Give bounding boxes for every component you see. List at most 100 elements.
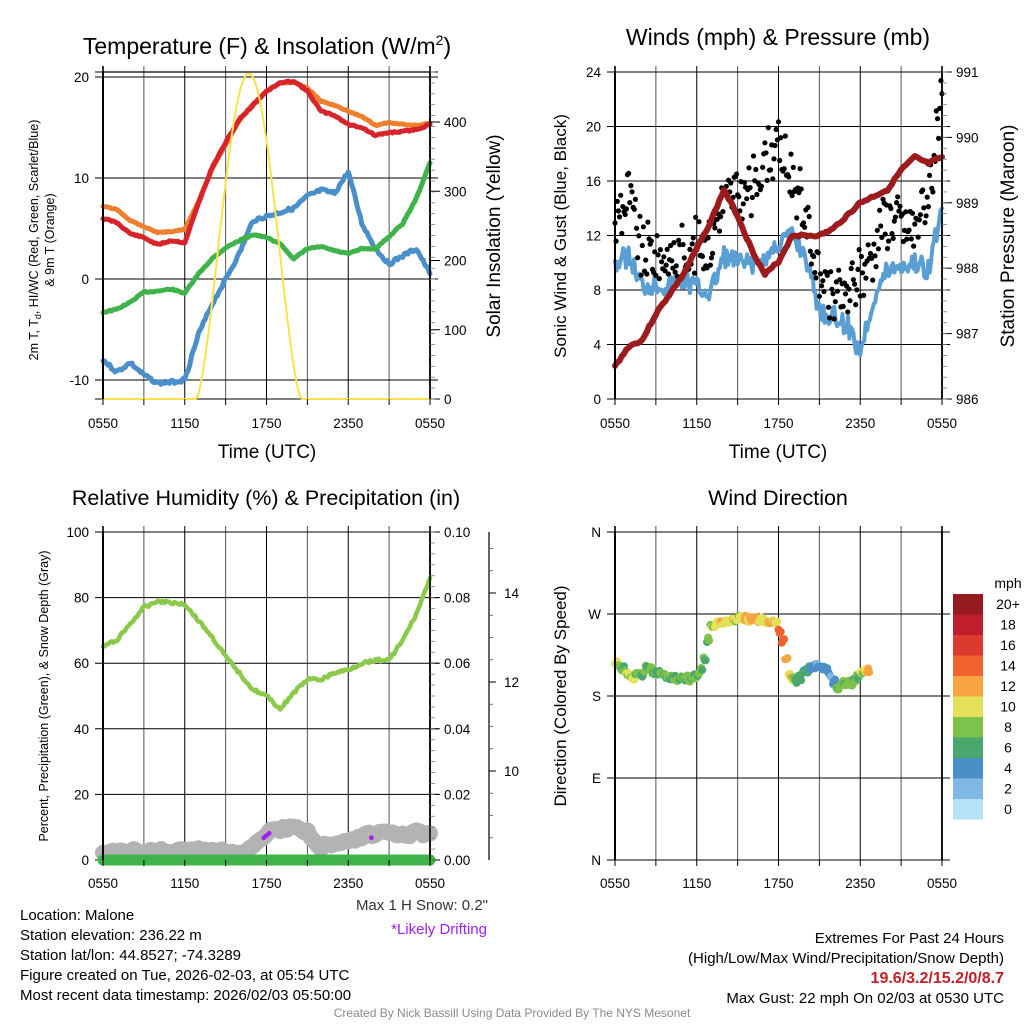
y-tick-label: 20: [74, 70, 89, 85]
created-text: Figure created on Tue, 2026-02-03, at 05…: [20, 967, 350, 984]
gust-point: [921, 205, 927, 211]
x-tick-label: 0550: [415, 876, 445, 891]
gust-point: [661, 254, 667, 260]
x-tick-label: 1150: [682, 876, 711, 891]
gust-point: [850, 277, 857, 283]
two-m-temp-line: [100, 78, 433, 247]
temperature-title: Temperature (F) & Insolation (W/m2): [83, 32, 451, 59]
gust-point: [934, 116, 941, 122]
gust-point: [865, 242, 871, 248]
legend-label: 12: [1000, 678, 1016, 694]
y2-tick-label: 0.00: [444, 853, 470, 868]
gust-point: [872, 253, 878, 259]
y2-tick-label: 986: [956, 392, 979, 407]
gust-point: [915, 234, 921, 240]
gust-point: [707, 262, 714, 268]
gust-point: [920, 187, 926, 193]
gust-point: [668, 242, 674, 249]
humidity-title: Relative Humidity (%) & Precipitation (i…: [72, 486, 460, 510]
gust-point: [794, 215, 800, 221]
y-tick-label: 8: [593, 283, 601, 298]
gust-point: [775, 119, 782, 125]
gust-point: [861, 292, 867, 298]
gust-point: [806, 213, 812, 220]
gust-point: [825, 304, 832, 310]
gust-point: [716, 228, 723, 234]
legend-label: 8: [1004, 719, 1012, 735]
gust-point: [754, 191, 760, 198]
x-tick-label: 1750: [251, 876, 281, 891]
legend-label: 0: [1004, 801, 1012, 817]
gust-point: [867, 250, 874, 257]
y-tick-label: 10: [74, 171, 89, 186]
gust-point: [669, 258, 675, 264]
wind-direction-title: Wind Direction: [708, 486, 848, 510]
wind-pressure-panel: Winds (mph) & Pressure (mb) 24 20 16 12 8 4 0 9…: [551, 24, 1019, 463]
gust-point: [744, 196, 750, 202]
gust-point: [753, 166, 759, 173]
temperature-xlabel: Time (UTC): [218, 442, 317, 463]
y-tick-label: 40: [74, 722, 89, 737]
gust-point: [908, 236, 914, 242]
gust-point: [762, 140, 768, 146]
gust-point: [623, 206, 630, 212]
gust-point: [888, 205, 894, 212]
gust-point: [733, 171, 740, 177]
gust-point: [879, 234, 885, 240]
legend-swatch: [953, 717, 983, 738]
direction-point: [831, 675, 840, 684]
gust-point: [655, 252, 661, 258]
gust-point: [925, 204, 932, 210]
direction-point: [705, 636, 714, 645]
wind-grid: [607, 66, 950, 400]
gust-point: [842, 291, 849, 297]
gust-point: [894, 200, 900, 206]
gust-point: [805, 204, 811, 210]
gust-point: [859, 270, 866, 276]
gust-point: [699, 253, 706, 259]
wind-axes: 24 20 16 12 8 4 0 991 990 989 988 987 986 0550 1150 175…: [586, 65, 979, 431]
dewpoint-line: [100, 160, 433, 316]
legend-label: 18: [1000, 617, 1016, 633]
gust-point: [763, 150, 769, 156]
gust-point: [831, 316, 837, 322]
max-gust-text: Max Gust: 22 mph On 02/03 at 0530 UTC: [726, 990, 1004, 1007]
x-tick-label: 1750: [251, 416, 281, 431]
x-tick-label: 0550: [415, 416, 445, 431]
legend-label: 16: [1000, 637, 1016, 653]
gust-point: [871, 241, 877, 247]
gust-point: [886, 238, 892, 244]
y2-tick-label: 987: [956, 327, 979, 342]
gust-point: [765, 125, 771, 131]
gust-point: [634, 225, 640, 231]
gust-point: [770, 176, 776, 182]
gust-point: [648, 238, 654, 244]
gust-point: [705, 235, 711, 241]
drifting-label: *Likely Drifting: [391, 921, 487, 938]
snow-tick-label: 12: [504, 675, 519, 690]
gust-point: [653, 272, 659, 278]
x-tick-label: 0550: [927, 876, 957, 891]
gust-point: [626, 170, 632, 176]
gust-point: [802, 224, 808, 230]
gust-point: [937, 105, 943, 111]
gust-point: [644, 271, 650, 277]
gust-point: [663, 262, 669, 268]
gust-point: [672, 269, 678, 275]
gust-point: [680, 241, 686, 248]
gust-point: [673, 263, 679, 269]
gust-point: [654, 233, 660, 239]
extremes-info: Extremes For Past 24 Hours (High/Low/Max…: [688, 929, 1004, 1009]
gust-point: [924, 194, 930, 200]
snow-tick-label: 10: [504, 764, 519, 779]
gust-point: [781, 166, 787, 172]
gust-point: [746, 165, 752, 171]
gust-point: [777, 157, 783, 164]
gust-point: [636, 233, 642, 239]
x-tick-label: 2350: [845, 416, 875, 431]
direction-point: [865, 668, 874, 677]
x-tick-label: 0550: [88, 876, 118, 891]
gust-point: [736, 194, 742, 200]
gust-point: [712, 225, 718, 231]
legend-label: 2: [1004, 781, 1012, 797]
